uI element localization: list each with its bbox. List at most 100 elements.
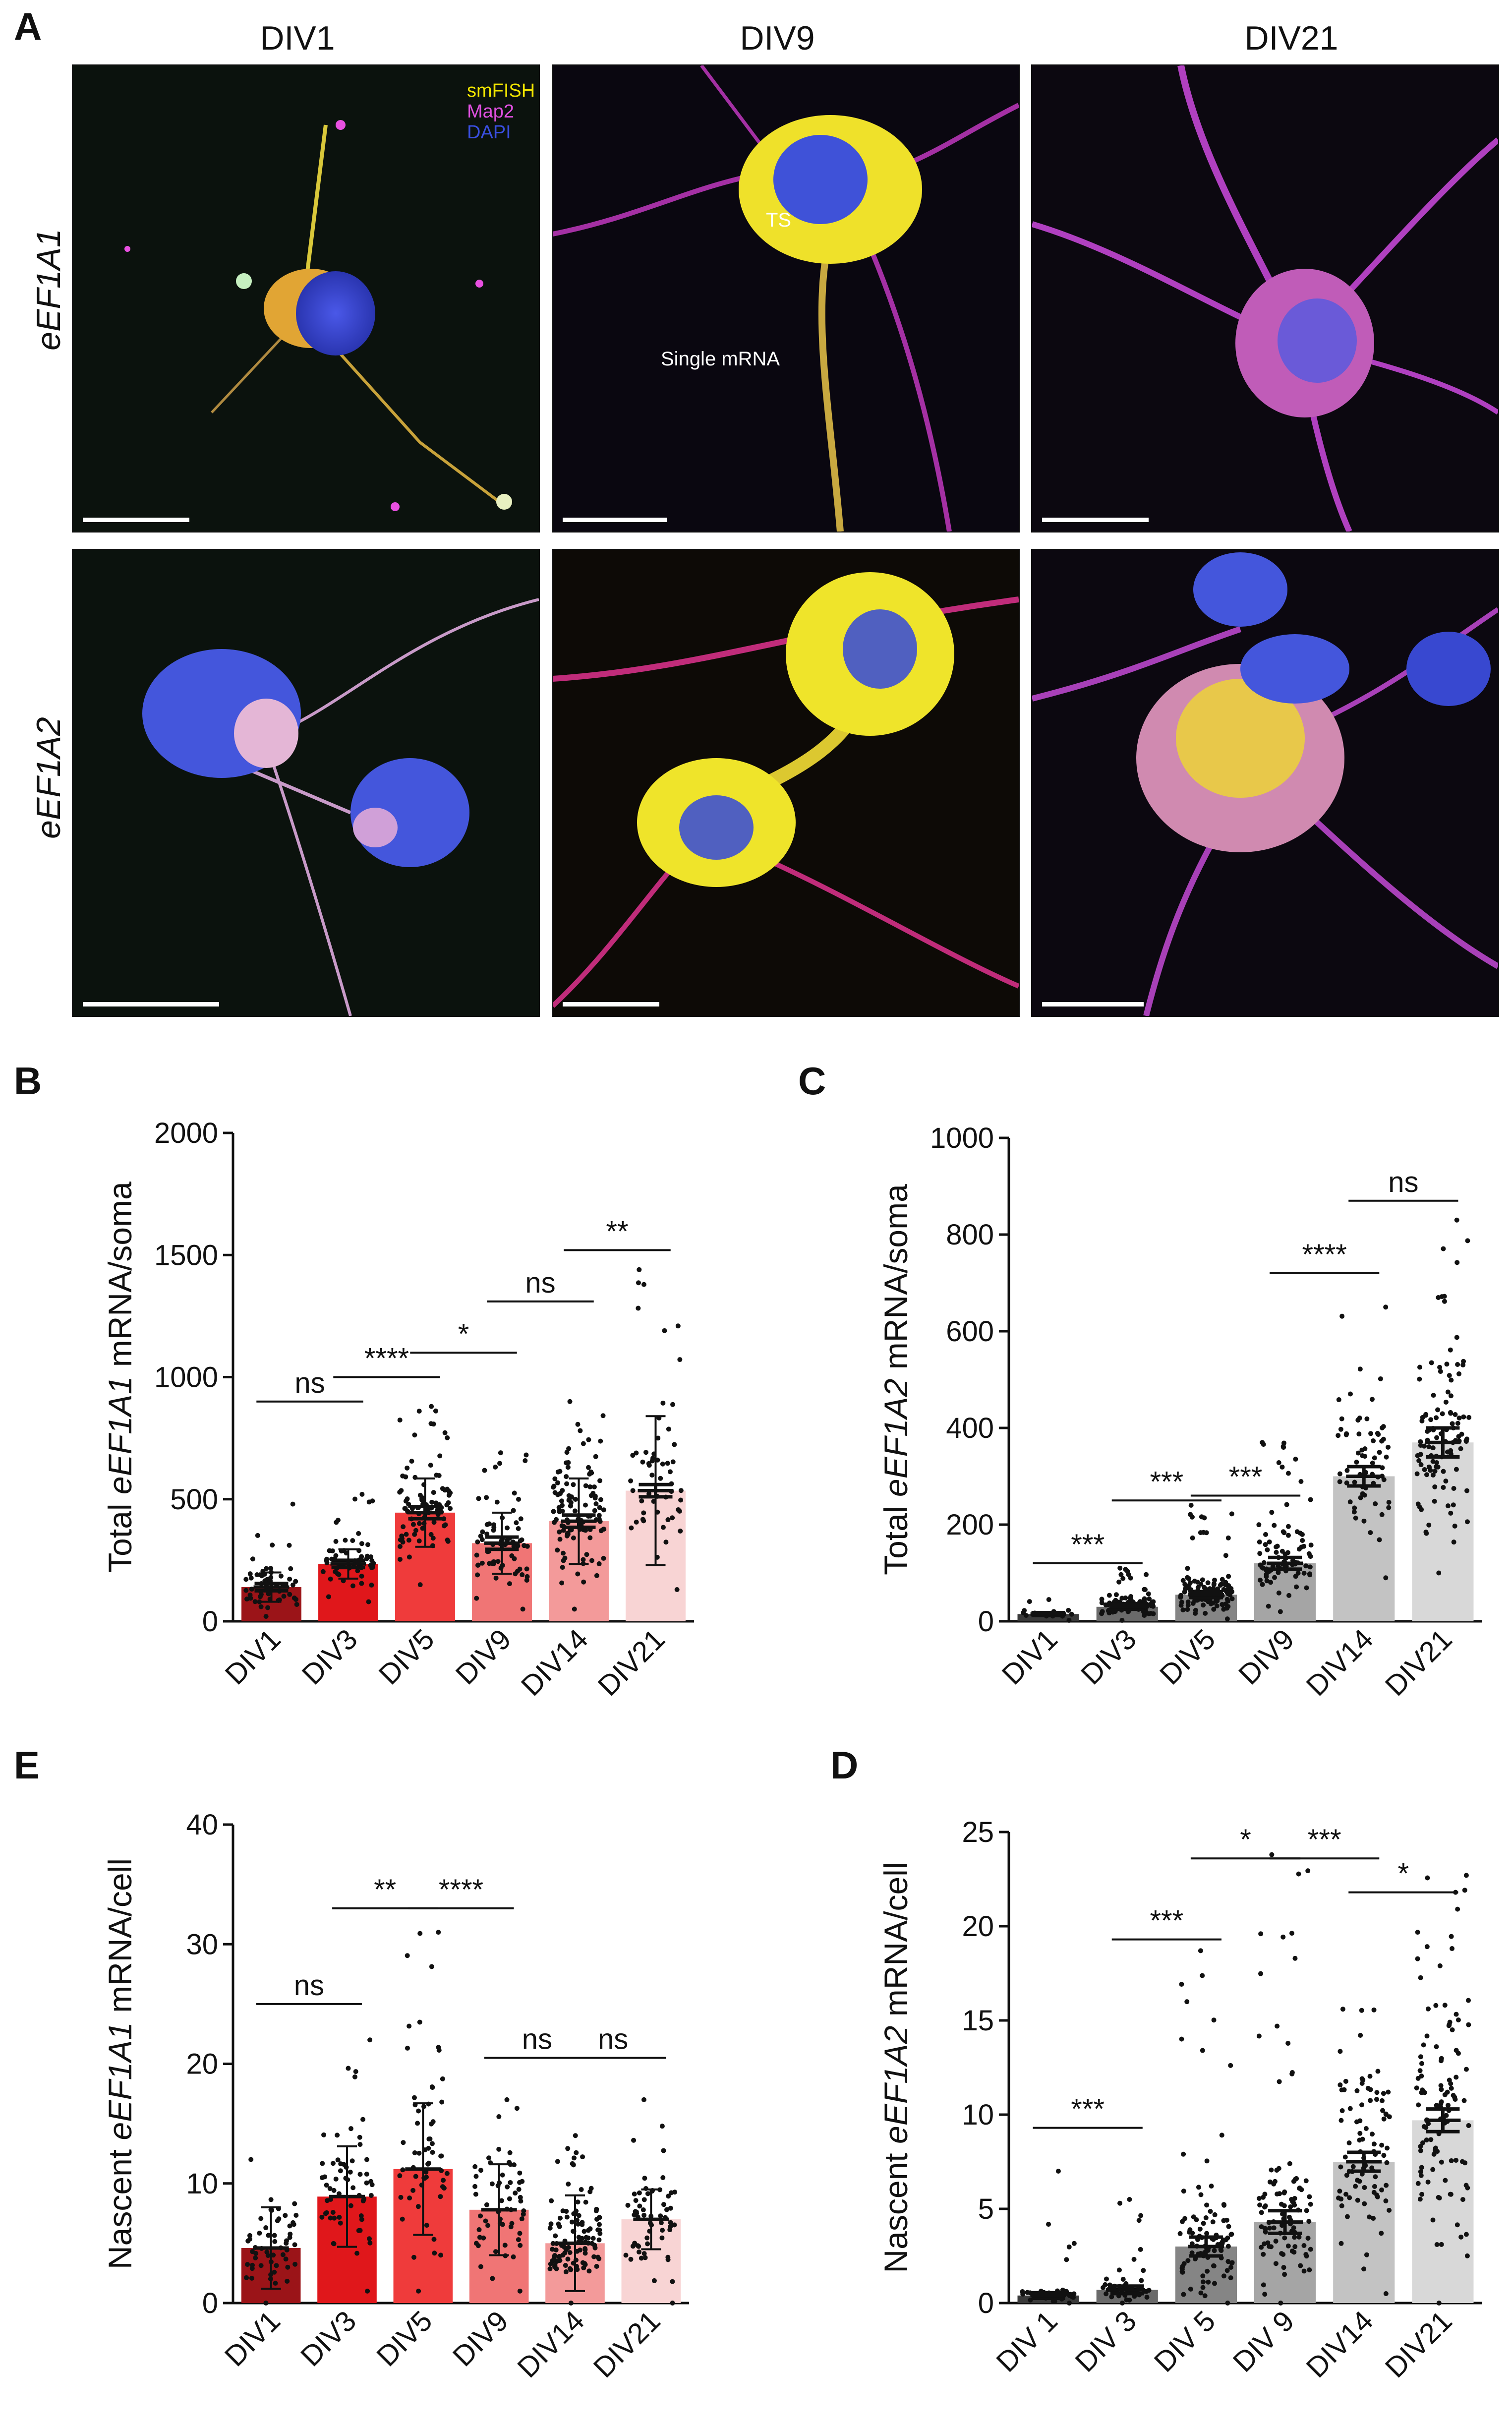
data-point-E [292, 2201, 297, 2206]
data-point-D [1201, 2221, 1206, 2226]
data-point-E [517, 2288, 523, 2294]
data-point-B [630, 1453, 636, 1458]
scale-bar [563, 1002, 659, 1006]
data-point-C [1205, 1580, 1211, 1586]
x-tick-label-D-3: DIV 9 [1227, 2305, 1301, 2378]
data-point-D [1418, 2054, 1423, 2060]
data-point-B [265, 1605, 271, 1610]
data-point-E [248, 2157, 254, 2162]
data-point-D [1387, 2114, 1392, 2120]
significance-label-D-2: * [1240, 1824, 1251, 1856]
significance-label-C-0: *** [1071, 1529, 1105, 1561]
data-point-C [1364, 1416, 1370, 1421]
data-point-D [1228, 2265, 1234, 2270]
data-point-E [364, 2171, 369, 2177]
data-point-D [1219, 2132, 1224, 2138]
data-point-D [1446, 2103, 1451, 2108]
data-point-B [431, 1490, 436, 1495]
data-point-B [433, 1500, 439, 1506]
x-tick-label-D-1: DIV 3 [1069, 2305, 1143, 2378]
data-point-C [1211, 1582, 1217, 1588]
micrograph-eef1a2-div1 [72, 549, 540, 1017]
data-point-D [1181, 2292, 1186, 2297]
data-point-C [1352, 1480, 1357, 1485]
data-point-D [1188, 2286, 1193, 2292]
data-point-E [416, 2108, 421, 2114]
data-point-D [1450, 1946, 1455, 1952]
data-point-B [564, 1474, 569, 1480]
data-point-E [569, 2219, 575, 2225]
data-point-D [1368, 2098, 1373, 2103]
data-point-C [1294, 1584, 1299, 1590]
data-point-E [637, 2190, 642, 2195]
y-tick-label-D: 25 [962, 1816, 994, 1848]
legend-map2: Map2 [467, 101, 515, 122]
data-point-C [1375, 1430, 1380, 1436]
data-point-C [1143, 1587, 1148, 1593]
data-point-B [589, 1558, 594, 1563]
data-point-B [584, 1552, 589, 1557]
data-point-E [641, 2212, 647, 2218]
data-point-D [1304, 2253, 1309, 2259]
data-point-B [491, 1525, 497, 1530]
data-point-D [1414, 2085, 1419, 2091]
data-point-E [490, 2276, 495, 2281]
data-point-B [593, 1501, 599, 1506]
data-point-E [571, 2162, 576, 2168]
data-point-C [1353, 1515, 1358, 1521]
x-tick-label-E-4: DIV14 [511, 2305, 590, 2384]
data-point-B [512, 1556, 517, 1561]
data-point-B [660, 1525, 666, 1530]
data-point-B [370, 1564, 376, 1570]
data-point-E [368, 2192, 374, 2198]
data-point-E [631, 2137, 637, 2143]
data-point-C [1442, 1299, 1447, 1304]
data-point-C [1386, 1505, 1392, 1510]
data-point-B [581, 1441, 586, 1446]
data-point-C [1373, 1501, 1378, 1507]
data-point-C [1272, 1575, 1278, 1580]
data-point-C [1456, 1434, 1461, 1439]
data-point-C [1307, 1564, 1313, 1570]
data-point-D [1146, 2288, 1152, 2293]
x-tick-label-E-0: DIV1 [219, 2305, 287, 2372]
data-point-C [1440, 1411, 1445, 1417]
data-point-E [517, 2170, 523, 2176]
data-point-E [572, 2155, 577, 2161]
data-point-D [1416, 2102, 1421, 2108]
data-point-D [1419, 2061, 1424, 2066]
data-point-D [1445, 2089, 1450, 2095]
column-title-div1: DIV1 [260, 19, 335, 57]
data-point-D [1258, 1931, 1264, 1937]
data-point-D [1046, 2222, 1051, 2227]
annotation-single-mrna: Single mRNA [661, 348, 780, 370]
data-point-E [407, 2023, 412, 2029]
data-point-C [1280, 1529, 1286, 1535]
data-point-D [1355, 2178, 1360, 2183]
data-point-C [1266, 1603, 1271, 1609]
data-point-B [557, 1469, 563, 1474]
data-point-B [660, 1400, 666, 1406]
data-point-C [1417, 1376, 1422, 1382]
scale-bar [83, 518, 189, 522]
data-point-E [353, 2069, 358, 2074]
data-point-C [1224, 1597, 1230, 1602]
data-point-C [1348, 1391, 1353, 1397]
data-point-B [412, 1432, 417, 1438]
data-point-E [324, 2210, 329, 2215]
data-point-D [1141, 2268, 1146, 2273]
data-point-B [507, 1581, 512, 1587]
data-point-C [1276, 1460, 1281, 1466]
data-point-E [444, 2171, 450, 2176]
data-point-B [366, 1499, 372, 1505]
data-point-E [438, 2194, 443, 2199]
data-point-B [665, 1461, 670, 1466]
data-point-D [1262, 2191, 1268, 2197]
data-point-E [431, 2237, 437, 2242]
data-point-C [1370, 1460, 1375, 1466]
data-point-B [636, 1280, 641, 1286]
data-point-D [1449, 2158, 1454, 2163]
data-point-E [331, 2188, 337, 2193]
significance-label-B-2: * [458, 1318, 469, 1350]
